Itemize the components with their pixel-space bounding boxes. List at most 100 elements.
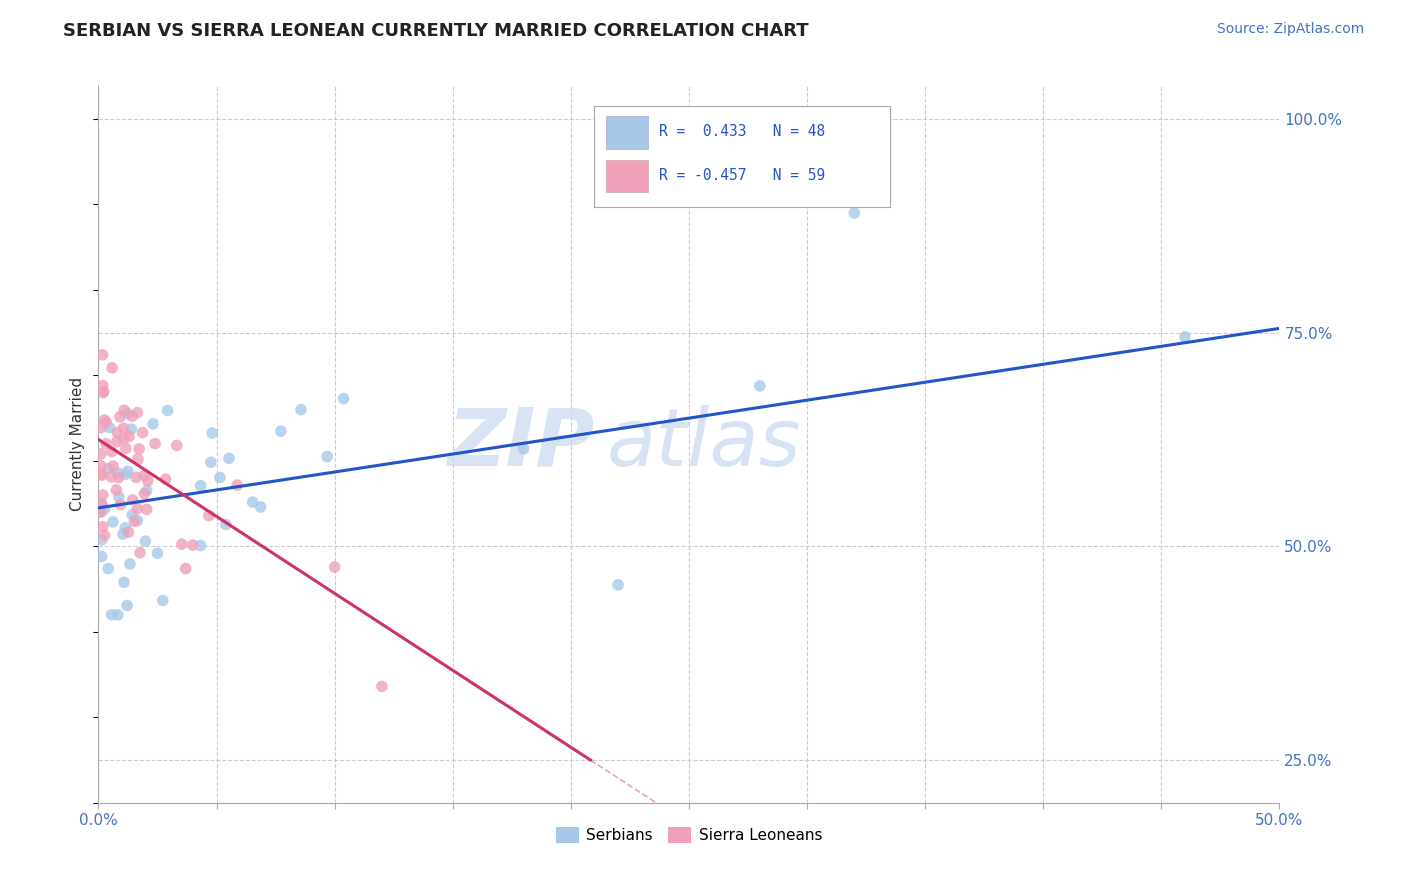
Point	[91, 519, 114, 533]
Point	[127, 452, 149, 467]
Point	[512, 442, 534, 456]
Point	[134, 534, 156, 549]
Point	[101, 459, 124, 474]
Point	[249, 500, 271, 514]
Point	[91, 488, 114, 502]
Point	[218, 451, 240, 466]
Point	[143, 436, 166, 450]
Point	[131, 425, 153, 440]
Point	[107, 466, 129, 480]
Point	[93, 413, 115, 427]
Point	[108, 490, 131, 504]
Point	[316, 450, 339, 464]
Point	[156, 403, 179, 417]
Point	[190, 479, 212, 493]
Point	[90, 497, 112, 511]
Point	[332, 392, 354, 406]
Point	[134, 486, 156, 500]
Point	[127, 514, 149, 528]
Point	[101, 360, 124, 375]
Point	[117, 525, 139, 540]
Point	[93, 384, 115, 399]
Point	[118, 429, 141, 443]
Point	[93, 528, 115, 542]
Point	[108, 409, 131, 424]
Point	[127, 406, 149, 420]
Text: atlas: atlas	[606, 405, 801, 483]
Point	[90, 498, 112, 512]
Point	[190, 539, 212, 553]
Point	[226, 478, 249, 492]
Point	[120, 422, 142, 436]
Y-axis label: Currently Married: Currently Married	[70, 376, 86, 511]
Point	[115, 599, 138, 613]
Point	[844, 206, 866, 220]
Point	[215, 517, 238, 532]
Point	[96, 415, 118, 429]
Point	[90, 505, 112, 519]
Point	[112, 575, 135, 590]
Point	[94, 436, 117, 450]
Point	[198, 508, 221, 523]
Point	[117, 464, 139, 478]
Point	[174, 561, 197, 575]
Point	[112, 421, 135, 435]
Point	[125, 470, 148, 484]
Text: Source: ZipAtlas.com: Source: ZipAtlas.com	[1216, 22, 1364, 37]
Point	[97, 561, 120, 575]
Point	[121, 492, 143, 507]
Point	[100, 444, 122, 458]
Point	[91, 378, 114, 392]
Point	[90, 549, 112, 564]
Point	[371, 680, 394, 694]
Point	[107, 470, 129, 484]
Point	[394, 877, 416, 891]
Point	[242, 495, 264, 509]
Point	[112, 403, 135, 417]
Point	[121, 508, 143, 522]
Point	[142, 417, 165, 431]
Point	[91, 385, 114, 400]
Point	[134, 468, 156, 483]
Point	[97, 461, 120, 475]
Point	[115, 442, 138, 456]
Point	[208, 470, 231, 484]
Point	[128, 442, 150, 456]
Point	[129, 546, 152, 560]
Point	[146, 546, 169, 560]
Point	[1174, 330, 1197, 344]
Point	[135, 502, 157, 516]
Point	[111, 527, 134, 541]
Point	[290, 402, 312, 417]
Legend: Serbians, Sierra Leoneans: Serbians, Sierra Leoneans	[550, 821, 828, 849]
Point	[748, 379, 770, 393]
Point	[91, 348, 114, 362]
Point	[90, 504, 112, 518]
Point	[200, 455, 222, 469]
Point	[114, 521, 136, 535]
Point	[127, 501, 149, 516]
Point	[90, 420, 112, 434]
Point	[100, 607, 122, 622]
Point	[270, 424, 292, 438]
Point	[105, 483, 128, 497]
Point	[155, 472, 177, 486]
Point	[181, 538, 204, 552]
Point	[90, 447, 112, 461]
Point	[90, 467, 112, 481]
Point	[115, 467, 138, 482]
Point	[98, 886, 121, 892]
Point	[98, 420, 121, 434]
Point	[124, 515, 146, 529]
Point	[170, 537, 193, 551]
Text: ZIP: ZIP	[447, 405, 595, 483]
Point	[201, 425, 224, 440]
Point	[90, 468, 112, 483]
Point	[105, 425, 128, 440]
Point	[100, 470, 122, 484]
Point	[90, 533, 112, 547]
Point	[121, 409, 143, 424]
Point	[135, 483, 157, 498]
Point	[90, 458, 112, 473]
Point	[105, 434, 128, 449]
